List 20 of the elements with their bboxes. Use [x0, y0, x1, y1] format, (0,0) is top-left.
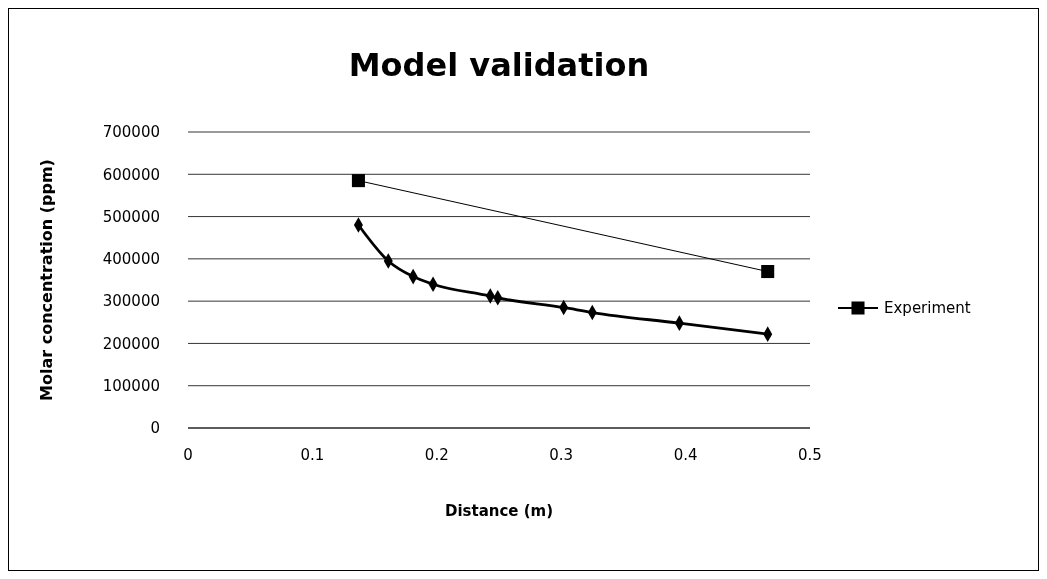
legend-label: Experiment [884, 299, 971, 318]
y-tick-label: 200000 [102, 334, 160, 353]
y-tick-label: 400000 [102, 250, 160, 269]
x-tick-label: 0.3 [549, 446, 574, 464]
x-tick-label: 0.5 [798, 446, 822, 464]
y-axis-title: Molar concentration (ppm) [37, 159, 56, 401]
x-axis-title: Distance (m) [444, 502, 554, 520]
x-tick-label: 0.1 [300, 446, 325, 464]
y-tick-label: 600000 [102, 165, 160, 184]
y-tick-label: 700000 [102, 123, 160, 142]
point [351, 174, 365, 188]
x-tick-label: 0.2 [424, 446, 449, 464]
y-tick-label: 300000 [102, 292, 160, 311]
y-tick-label: 500000 [102, 207, 160, 226]
y-tick-label: 0 [150, 419, 160, 438]
chart-title: Model validation [348, 46, 650, 84]
point [761, 265, 775, 279]
x-tick-label: 0.4 [673, 446, 698, 464]
x-tick-label: 0 [183, 446, 193, 464]
y-tick-label: 100000 [102, 376, 160, 395]
